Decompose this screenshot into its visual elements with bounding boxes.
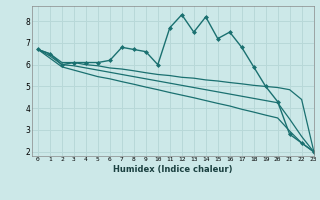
X-axis label: Humidex (Indice chaleur): Humidex (Indice chaleur) bbox=[113, 165, 233, 174]
